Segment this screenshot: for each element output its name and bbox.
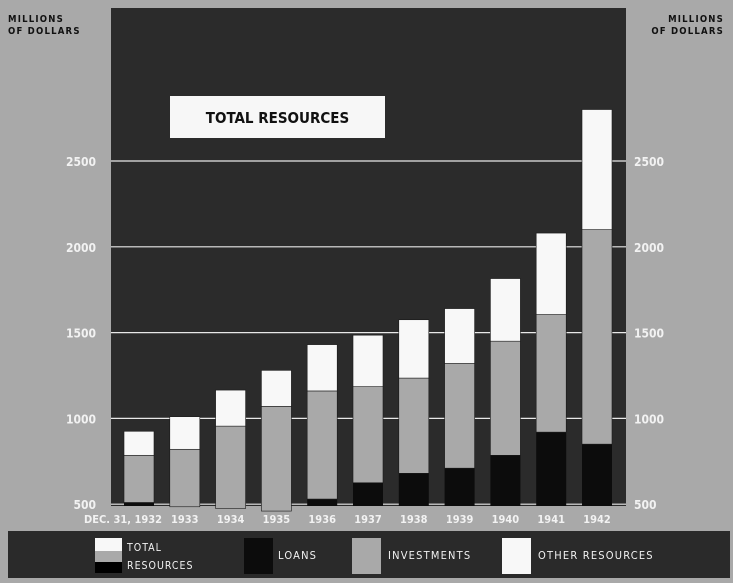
bar-investments-9 [535, 314, 567, 433]
y-tick-left-2000: 2000 [66, 241, 96, 255]
bar-investments-4 [306, 390, 338, 500]
y-tick-right-500: 500 [634, 498, 657, 512]
bar-other-resources-2 [215, 389, 246, 427]
y-tick-left-2500: 2500 [66, 155, 96, 169]
legend-label-total-2: RESOURCES [127, 560, 193, 572]
bar-other-resources-3 [261, 370, 292, 407]
x-tick-10: 1942 [583, 513, 611, 526]
bar-other-resources-10 [581, 109, 613, 230]
x-tick-9: 1941 [537, 513, 565, 526]
x-tick-0: DEC. 31, 1932 [84, 513, 162, 526]
bar-loans-0 [124, 502, 154, 506]
x-tick-1: 1933 [171, 513, 199, 526]
x-tick-4: 1936 [308, 513, 336, 526]
legend-swatch-loans [244, 538, 273, 574]
y-tick-right-1500: 1500 [634, 327, 664, 341]
bar-loans-4 [307, 499, 338, 506]
y-tick-right-1000: 1000 [634, 412, 664, 426]
bar-investments-6 [398, 377, 430, 474]
bar-loans-7 [444, 468, 475, 506]
legend-swatch-other-resources [502, 538, 531, 574]
y-tick-left-500: 500 [73, 498, 96, 512]
bar-loans-6 [398, 473, 429, 506]
bar-loans-8 [490, 455, 521, 506]
legend-swatch-total-mid [95, 551, 122, 562]
legend-label-total-1: TOTAL [126, 542, 162, 554]
bar-investments-0 [123, 454, 155, 503]
bar-other-resources-0 [123, 430, 155, 456]
x-tick-8: 1940 [492, 513, 520, 526]
bar-loans-5 [353, 482, 383, 506]
bar-other-resources-5 [352, 334, 384, 387]
legend-label-other-resources: OTHER RESOURCES [538, 549, 654, 562]
title-box [170, 96, 385, 138]
bar-investments-3 [261, 406, 292, 512]
bar-other-resources-9 [535, 232, 567, 315]
bar-loans-9 [536, 432, 567, 506]
legend-swatch-investments [352, 538, 381, 574]
x-tick-5: 1937 [354, 513, 382, 526]
y-tick-left-1000: 1000 [66, 412, 96, 426]
bar-investments-7 [444, 363, 475, 469]
bar-other-resources-1 [169, 416, 201, 450]
chart-title: TOTAL RESOURCES [206, 109, 349, 127]
y-tick-right-2500: 2500 [634, 155, 664, 169]
bar-investments-10 [581, 229, 613, 445]
x-tick-3: 1935 [263, 513, 291, 526]
x-tick-2: 1934 [217, 513, 245, 526]
bar-investments-2 [215, 425, 246, 509]
y-axis-label-left: MILLIONS OF DOLLARS [8, 14, 81, 37]
x-tick-6: 1938 [400, 513, 428, 526]
bar-investments-5 [352, 386, 384, 484]
bar-investments-8 [490, 340, 521, 456]
y-tick-left-1500: 1500 [66, 327, 96, 341]
legend-swatch-total-top [95, 538, 122, 551]
y-tick-right-2000: 2000 [634, 241, 664, 255]
bar-other-resources-8 [490, 278, 521, 342]
bar-other-resources-7 [444, 308, 475, 364]
bar-other-resources-4 [306, 344, 338, 392]
legend-label-investments: INVESTMENTS [388, 549, 471, 562]
bar-loans-10 [582, 444, 612, 506]
legend-swatch-total-bottom [95, 562, 122, 573]
x-tick-7: 1939 [446, 513, 474, 526]
legend-label-loans: LOANS [278, 549, 317, 562]
bar-other-resources-6 [398, 319, 430, 379]
y-axis-label-right: MILLIONS OF DOLLARS [651, 14, 724, 37]
bar-investments-1 [169, 448, 201, 508]
